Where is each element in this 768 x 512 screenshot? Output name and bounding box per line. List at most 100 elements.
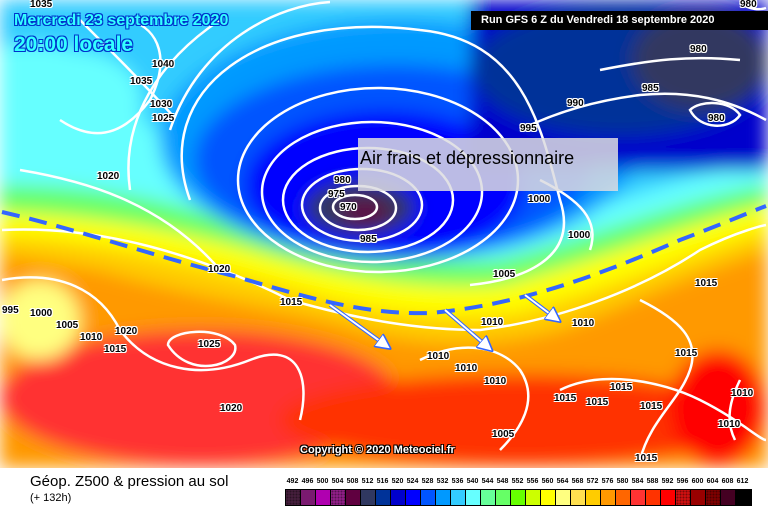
legend-label: 524 — [406, 478, 419, 485]
isobar-label: 1010 — [481, 317, 504, 328]
legend-swatch — [691, 490, 706, 505]
legend-swatch — [331, 490, 346, 505]
model-run-banner: Run GFS 6 Z du Vendredi 18 septembre 202… — [471, 11, 768, 30]
isobar-label: 1010 — [484, 376, 507, 387]
geopotential-field — [0, 0, 768, 468]
map-title: Géop. Z500 & pression au sol — [30, 473, 229, 490]
forecast-local-time: 20:00 locale — [14, 33, 134, 56]
isobar-label: 1010 — [455, 363, 478, 374]
isobar-label: 995 — [2, 305, 19, 316]
legend-swatch — [316, 490, 331, 505]
legend-label: 512 — [361, 478, 374, 485]
legend-label: 600 — [691, 478, 704, 485]
legend-label: 508 — [346, 478, 359, 485]
isobar-label: 1040 — [152, 59, 175, 70]
isobar-label: 1015 — [586, 397, 609, 408]
isobar-label: 1030 — [150, 99, 173, 110]
legend-label: 520 — [391, 478, 404, 485]
isobar-label: 1015 — [675, 348, 698, 359]
legend-label: 596 — [676, 478, 689, 485]
legend-swatch — [586, 490, 601, 505]
isobar-label: 980 — [740, 0, 757, 10]
legend-swatch — [511, 490, 526, 505]
isobar-label: 1015 — [280, 297, 303, 308]
legend-label: 548 — [496, 478, 509, 485]
isobar-label: 1025 — [152, 113, 175, 124]
isobar-label: 980 — [708, 113, 725, 124]
legend-swatch — [646, 490, 661, 505]
legend-swatch — [286, 490, 301, 505]
legend-label: 516 — [376, 478, 389, 485]
legend-label: 612 — [736, 478, 749, 485]
legend-swatch — [541, 490, 556, 505]
isobar-label: 1025 — [198, 339, 221, 350]
legend-swatch — [391, 490, 406, 505]
legend-swatch — [616, 490, 631, 505]
isobar-label: 1035 — [130, 76, 153, 87]
isobar-label: 985 — [642, 83, 659, 94]
legend-swatch — [406, 490, 421, 505]
legend-label: 496 — [301, 478, 314, 485]
isobar-label: 1035 — [30, 0, 53, 10]
legend-label: 588 — [646, 478, 659, 485]
isobar-label: 1010 — [572, 318, 595, 329]
legend-swatch — [436, 490, 451, 505]
legend-label: 584 — [631, 478, 644, 485]
legend-label: 556 — [526, 478, 539, 485]
color-legend — [285, 489, 752, 506]
legend-swatch — [571, 490, 586, 505]
legend-swatch — [631, 490, 646, 505]
legend-swatch — [526, 490, 541, 505]
legend-label: 592 — [661, 478, 674, 485]
legend-swatch — [661, 490, 676, 505]
legend-swatch — [451, 490, 466, 505]
legend-label: 532 — [436, 478, 449, 485]
legend-label: 576 — [601, 478, 614, 485]
isobar-label: 1010 — [80, 332, 103, 343]
legend-label: 568 — [571, 478, 584, 485]
legend-label: 564 — [556, 478, 569, 485]
isobar-label: 1015 — [554, 393, 577, 404]
isobar-label: 980 — [690, 44, 707, 55]
legend-swatch — [496, 490, 511, 505]
legend-swatch — [301, 490, 316, 505]
legend-label: 572 — [586, 478, 599, 485]
legend-label: 500 — [316, 478, 329, 485]
lead-time: (+ 132h) — [30, 492, 72, 504]
legend-swatch — [676, 490, 691, 505]
isobar-label: 1000 — [30, 308, 53, 319]
cold-front-dashed-line — [1, 204, 767, 316]
legend-label: 504 — [331, 478, 344, 485]
isobar-label: 1020 — [115, 326, 138, 337]
isobar-label: 970 — [340, 202, 357, 213]
isobar-label: 990 — [567, 98, 584, 109]
isobar-label: 1015 — [104, 344, 127, 355]
legend-swatch — [361, 490, 376, 505]
legend-swatch — [556, 490, 571, 505]
legend-swatch — [721, 490, 736, 505]
legend-label: 608 — [721, 478, 734, 485]
legend-label: 544 — [481, 478, 494, 485]
legend-label: 536 — [451, 478, 464, 485]
forecast-date: Mercredi 23 septembre 2020 — [14, 12, 229, 29]
weather-map: 1035 1040 1035 1030 1025 1020 1020 1015 1005 1010… — [0, 0, 768, 468]
legend-swatch — [601, 490, 616, 505]
copyright-text: Copyright © 2020 Meteociel.fr — [300, 444, 455, 456]
isobar-label: 1005 — [492, 429, 515, 440]
isobar-label: 1015 — [610, 382, 633, 393]
legend-label: 492 — [286, 478, 299, 485]
isobar-label: 1010 — [427, 351, 450, 362]
isobar-label: 1020 — [220, 403, 243, 414]
isobar-label: 1015 — [695, 278, 718, 289]
isobar-label: 1005 — [493, 269, 516, 280]
legend-label: 580 — [616, 478, 629, 485]
isobar-label: 985 — [360, 234, 377, 245]
isobar-label: 1000 — [568, 230, 591, 241]
isobar-label: 1005 — [56, 320, 79, 331]
isobar-label: 1020 — [97, 171, 120, 182]
isobar-label: 1000 — [528, 194, 551, 205]
isobar-label: 975 — [328, 189, 345, 200]
color-field — [0, 0, 768, 468]
legend-label: 552 — [511, 478, 524, 485]
legend-swatch — [346, 490, 361, 505]
